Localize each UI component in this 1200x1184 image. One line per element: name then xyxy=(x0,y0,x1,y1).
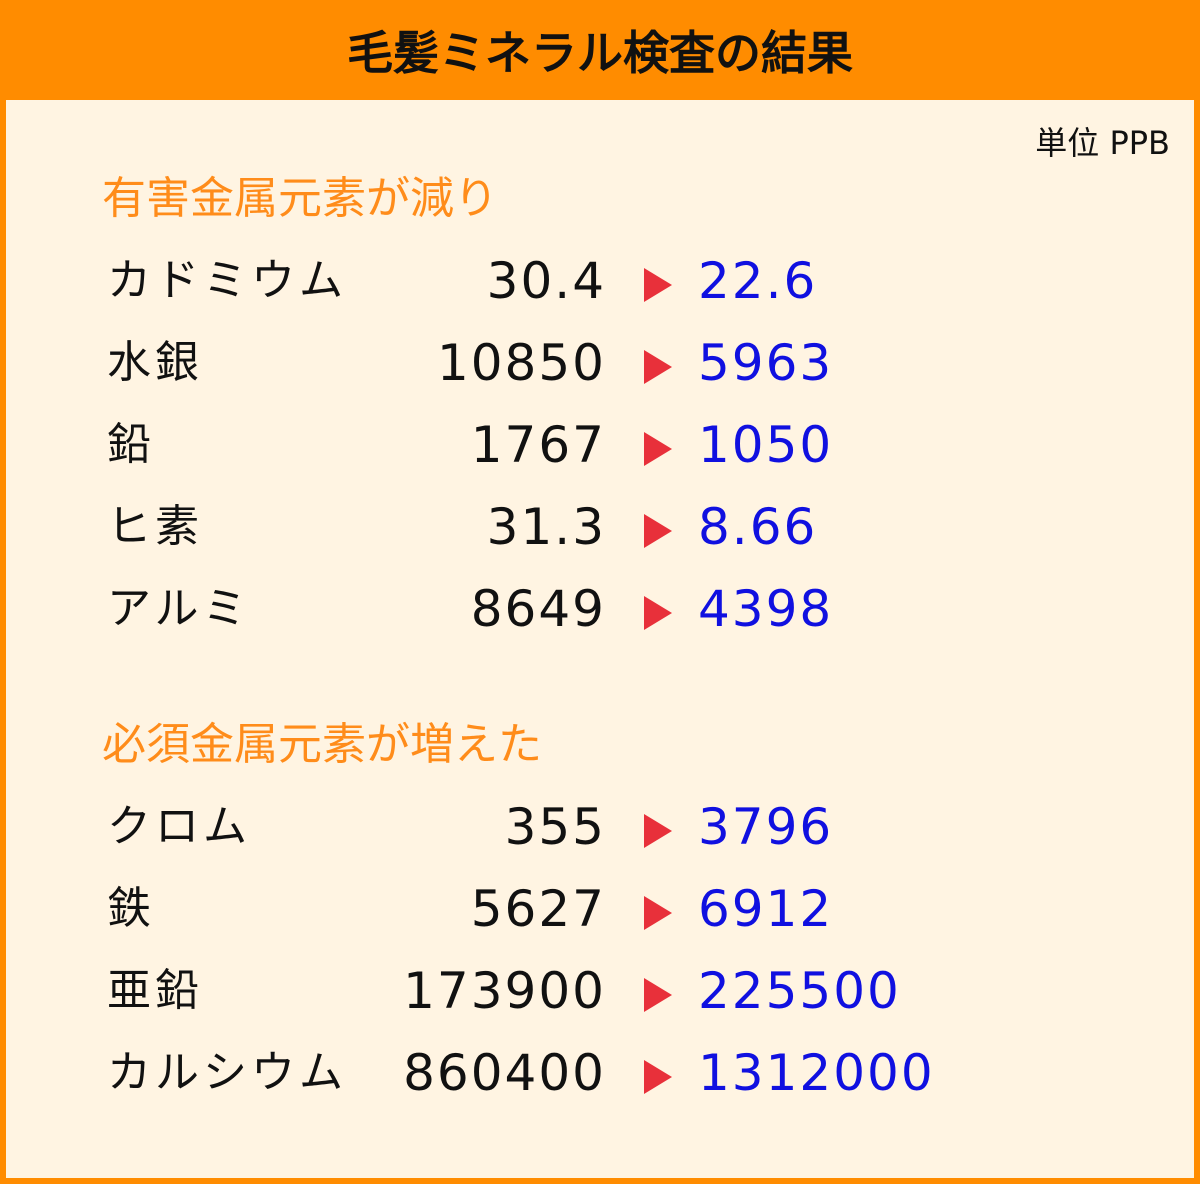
before-value: 173900 xyxy=(403,962,606,1020)
after-value: 1050 xyxy=(698,416,834,474)
results-panel: 単位 PPB 有害金属元素が減りカドミウム 30.4 22.6 水銀 10850 5963… xyxy=(6,100,1194,1178)
table-row: 亜鉛 173900 225500 xyxy=(6,950,1194,1032)
after-value: 225500 xyxy=(698,962,901,1020)
before-value: 8649 xyxy=(470,580,606,638)
table-row: カルシウム 860400 1312000 xyxy=(6,1032,1194,1114)
arrow-right-icon xyxy=(644,1060,672,1094)
arrow-right-icon xyxy=(644,350,672,384)
table-row: 水銀 10850 5963 xyxy=(6,322,1194,404)
after-value: 8.66 xyxy=(698,498,818,556)
section-title: 必須金属元素が増えた xyxy=(102,719,542,770)
after-value: 3796 xyxy=(698,798,834,856)
section-title: 有害金属元素が減り xyxy=(102,173,498,224)
after-value: 6912 xyxy=(698,880,834,938)
element-name: 水銀 xyxy=(107,337,203,388)
before-value: 355 xyxy=(504,798,606,856)
table-row: ヒ素 31.3 8.66 xyxy=(6,486,1194,568)
table-row: アルミ 8649 4398 xyxy=(6,568,1194,650)
before-value: 1767 xyxy=(470,416,606,474)
before-value: 10850 xyxy=(436,334,606,392)
arrow-right-icon xyxy=(644,268,672,302)
table-row: 鉛 1767 1050 xyxy=(6,404,1194,486)
before-value: 860400 xyxy=(403,1044,606,1102)
element-name: カドミウム xyxy=(107,255,347,306)
before-value: 31.3 xyxy=(486,498,606,556)
arrow-right-icon xyxy=(644,978,672,1012)
table-row: クロム 355 3796 xyxy=(6,786,1194,868)
before-value: 5627 xyxy=(470,880,606,938)
element-name: クロム xyxy=(107,801,251,852)
after-value: 22.6 xyxy=(698,252,818,310)
arrow-right-icon xyxy=(644,596,672,630)
page-title: 毛髪ミネラル検査の結果 xyxy=(347,26,853,80)
before-value: 30.4 xyxy=(486,252,606,310)
element-name: カルシウム xyxy=(107,1047,347,1098)
element-name: 亜鉛 xyxy=(107,965,203,1016)
after-value: 4398 xyxy=(698,580,834,638)
unit-label: 単位 PPB xyxy=(1035,124,1170,162)
after-value: 1312000 xyxy=(698,1044,935,1102)
arrow-right-icon xyxy=(644,514,672,548)
arrow-right-icon xyxy=(644,432,672,466)
arrow-right-icon xyxy=(644,814,672,848)
element-name: ヒ素 xyxy=(107,501,203,552)
after-value: 5963 xyxy=(698,334,834,392)
arrow-right-icon xyxy=(644,896,672,930)
element-name: 鉛 xyxy=(107,419,155,470)
table-row: カドミウム 30.4 22.6 xyxy=(6,240,1194,322)
element-name: 鉄 xyxy=(107,883,155,934)
table-row: 鉄 5627 6912 xyxy=(6,868,1194,950)
element-name: アルミ xyxy=(107,583,251,634)
